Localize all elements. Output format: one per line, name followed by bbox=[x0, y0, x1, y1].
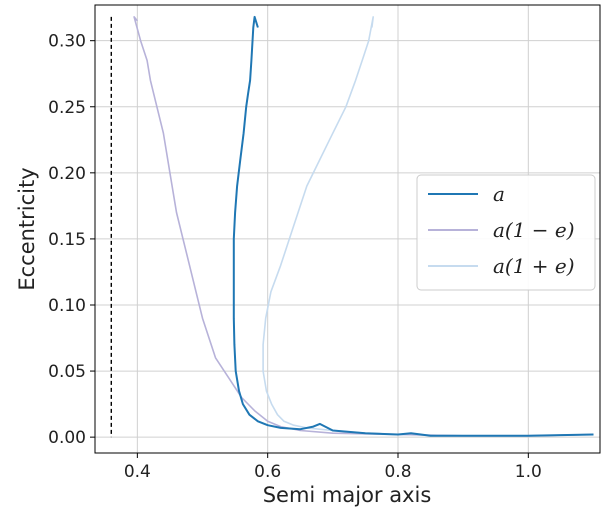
x-tick-label: 0.8 bbox=[384, 462, 411, 482]
grid bbox=[95, 5, 600, 453]
x-tick-label: 1.0 bbox=[515, 462, 542, 482]
y-tick-label: 0.20 bbox=[48, 164, 86, 184]
x-tick-label: 0.6 bbox=[254, 462, 281, 482]
y-axis-label: Eccentricity bbox=[15, 167, 39, 290]
x-tick-label: 0.4 bbox=[124, 462, 151, 482]
y-tick-label: 0.05 bbox=[48, 362, 86, 382]
legend-label-a: a bbox=[493, 182, 505, 206]
y-axis-ticks: 0.00 0.05 0.10 0.15 0.20 0.25 0.30 bbox=[48, 32, 95, 448]
x-axis-label: Semi major axis bbox=[263, 483, 432, 507]
y-tick-label: 0.25 bbox=[48, 98, 86, 118]
series-line-0 bbox=[232, 15, 594, 437]
y-tick-label: 0.30 bbox=[48, 32, 86, 52]
legend-box bbox=[416, 174, 596, 291]
legend-label-a-1-plus-e: a(1 + e) bbox=[493, 254, 575, 278]
y-tick-label: 0.15 bbox=[48, 230, 86, 250]
y-tick-label: 0.10 bbox=[48, 296, 86, 316]
y-tick-label: 0.00 bbox=[48, 428, 86, 448]
x-axis-ticks: 0.4 0.6 0.8 1.0 bbox=[124, 453, 542, 482]
plot-area bbox=[110, 15, 594, 438]
series-line-1 bbox=[133, 16, 594, 437]
legend: a a(1 − e) a(1 + e) bbox=[416, 174, 596, 291]
plot-frame bbox=[94, 4, 601, 454]
legend-label-a-1-minus-e: a(1 − e) bbox=[493, 218, 575, 242]
